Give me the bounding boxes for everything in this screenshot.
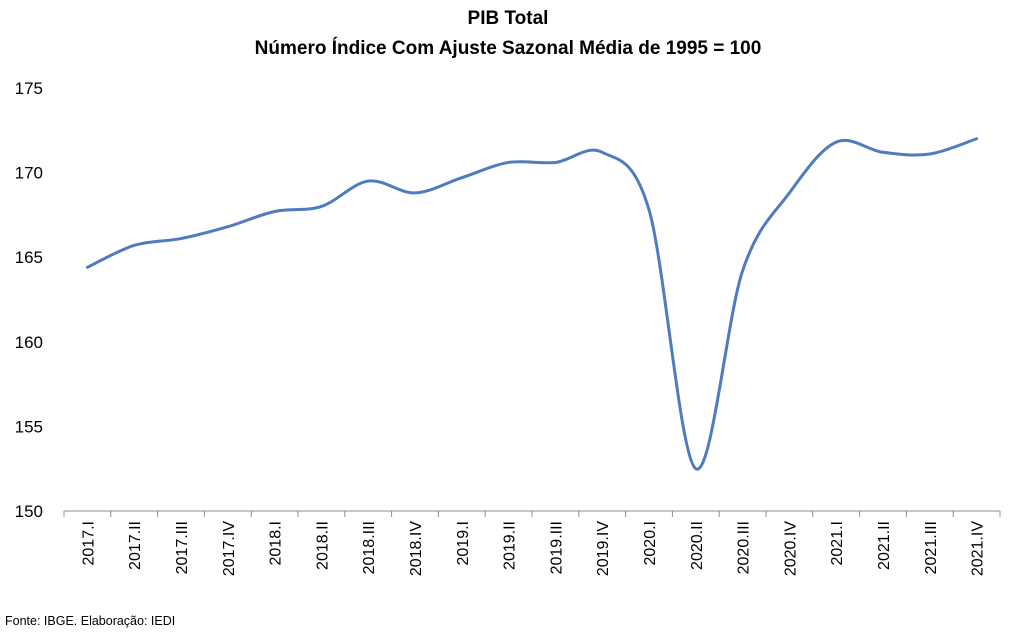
x-tick-label: 2020.IV <box>782 521 799 576</box>
x-tick-label: 2018.II <box>314 521 331 570</box>
x-tick-label: 2017.II <box>127 521 144 570</box>
x-tick-label: 2020.II <box>689 521 706 570</box>
chart-subtitle: Número Índice Com Ajuste Sazonal Média d… <box>255 37 762 59</box>
x-tick-label: 2021.II <box>876 521 893 570</box>
x-tick-label: 2019.I <box>455 521 472 565</box>
source-note: Fonte: IBGE. Elaboração: IEDI <box>5 614 175 628</box>
x-tick-label: 2018.III <box>361 521 378 574</box>
x-tick-label: 2019.IV <box>595 521 612 576</box>
x-tick-label: 2019.III <box>548 521 565 574</box>
x-tick-label: 2017.IV <box>221 521 238 576</box>
y-tick-label: 160 <box>15 333 43 352</box>
x-tick-label: 2021.III <box>923 521 940 574</box>
x-tick-label: 2018.IV <box>408 521 425 576</box>
x-tick-label: 2020.I <box>642 521 659 565</box>
series-layer <box>85 137 979 471</box>
y-axis: 150 155 160 165 170 175 <box>15 79 43 521</box>
x-tick-label: 2020.III <box>736 521 753 574</box>
y-tick-label: 175 <box>15 79 43 98</box>
chart-title: PIB Total <box>468 8 549 29</box>
x-tick-label: 2021.IV <box>970 521 987 576</box>
y-tick-label: 165 <box>15 248 43 267</box>
y-tick-label: 170 <box>15 164 43 183</box>
x-axis: 2017.I 2017.II 2017.III 2017.IV 2018.I 2018.I… <box>63 510 1001 576</box>
y-tick-label: 150 <box>15 502 43 521</box>
series-line <box>85 137 979 471</box>
x-tick-label: 2017.I <box>80 521 97 565</box>
x-tick-label: 2019.II <box>502 521 519 570</box>
x-tick-label: 2021.I <box>829 521 846 565</box>
y-tick-label: 155 <box>15 417 43 436</box>
x-tick-label: 2017.III <box>174 521 191 574</box>
x-tick-label: 2018.I <box>268 521 285 565</box>
